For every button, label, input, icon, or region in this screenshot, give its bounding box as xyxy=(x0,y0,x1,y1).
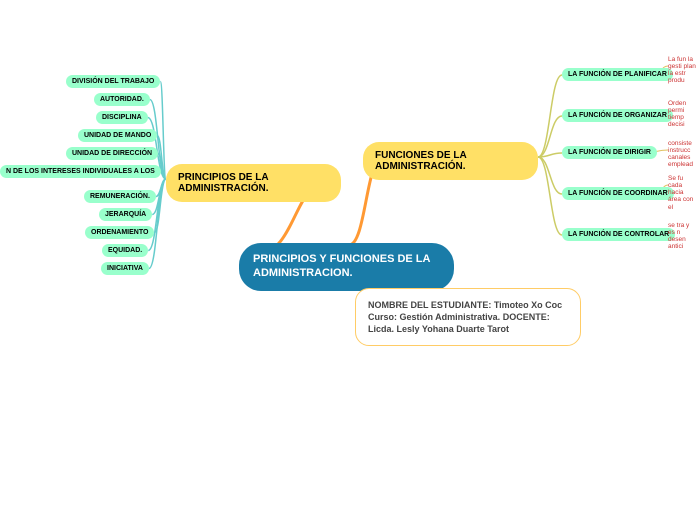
leaf-node: LA FUNCIÓN DE ORGANIZAR xyxy=(562,109,673,122)
leaf-note: Se fu cada hacia área con el xyxy=(668,175,696,211)
leaf-node: UNIDAD DE MANDO xyxy=(78,129,157,142)
funciones-label: FUNCIONES DE LA ADMINISTRACIÓN. xyxy=(375,150,526,172)
root-node: PRINCIPIOS Y FUNCIONES DE LA ADMINISTRAC… xyxy=(239,243,454,291)
leaf-node: ORDENAMIENTO xyxy=(85,226,154,239)
leaf-node: DIVISIÓN DEL TRABAJO xyxy=(66,75,160,88)
leaf-node: AUTORIDAD. xyxy=(94,93,150,106)
leaf-node: INICIATIVA xyxy=(101,262,149,275)
leaf-node: LA FUNCIÓN DE COORDINAR xyxy=(562,187,674,200)
leaf-node: EQUIDAD. xyxy=(102,244,148,257)
leaf-node: LA FUNCIÓN DE CONTROLAR xyxy=(562,228,675,241)
funciones-branch: FUNCIONES DE LA ADMINISTRACIÓN. xyxy=(363,142,538,180)
leaf-node: LA FUNCIÓN DE PLANIFICAR xyxy=(562,68,673,81)
leaf-note: consiste instrucc canales emplead xyxy=(668,140,696,169)
leaf-note: Orden permi tiemp decisi xyxy=(668,100,696,129)
principios-branch: PRINCIPIOS DE LA ADMINISTRACIÓN. xyxy=(166,164,341,202)
leaf-node: LA FUNCIÓN DE DIRIGIR xyxy=(562,146,657,159)
leaf-node: DISCIPLINA xyxy=(96,111,148,124)
leaf-note: se tra y es n desen antici xyxy=(668,222,696,251)
leaf-node: UNIDAD DE DIRECCIÓN xyxy=(66,147,158,160)
leaf-node: REMUNERACIÓN. xyxy=(84,190,156,203)
principios-label: PRINCIPIOS DE LA ADMINISTRACIÓN. xyxy=(178,172,329,194)
leaf-node: N DE LOS INTERESES INDIVIDUALES A LOS xyxy=(0,165,161,178)
leaf-note: La fun la gesti plan la estr produ xyxy=(668,56,696,85)
leaf-node: JERARQUÍA xyxy=(99,208,152,221)
root-label: PRINCIPIOS Y FUNCIONES DE LA ADMINISTRAC… xyxy=(253,253,440,281)
info-box: NOMBRE DEL ESTUDIANTE: Timoteo Xo Coc Cu… xyxy=(355,288,581,346)
info-text: NOMBRE DEL ESTUDIANTE: Timoteo Xo Coc Cu… xyxy=(368,300,562,334)
